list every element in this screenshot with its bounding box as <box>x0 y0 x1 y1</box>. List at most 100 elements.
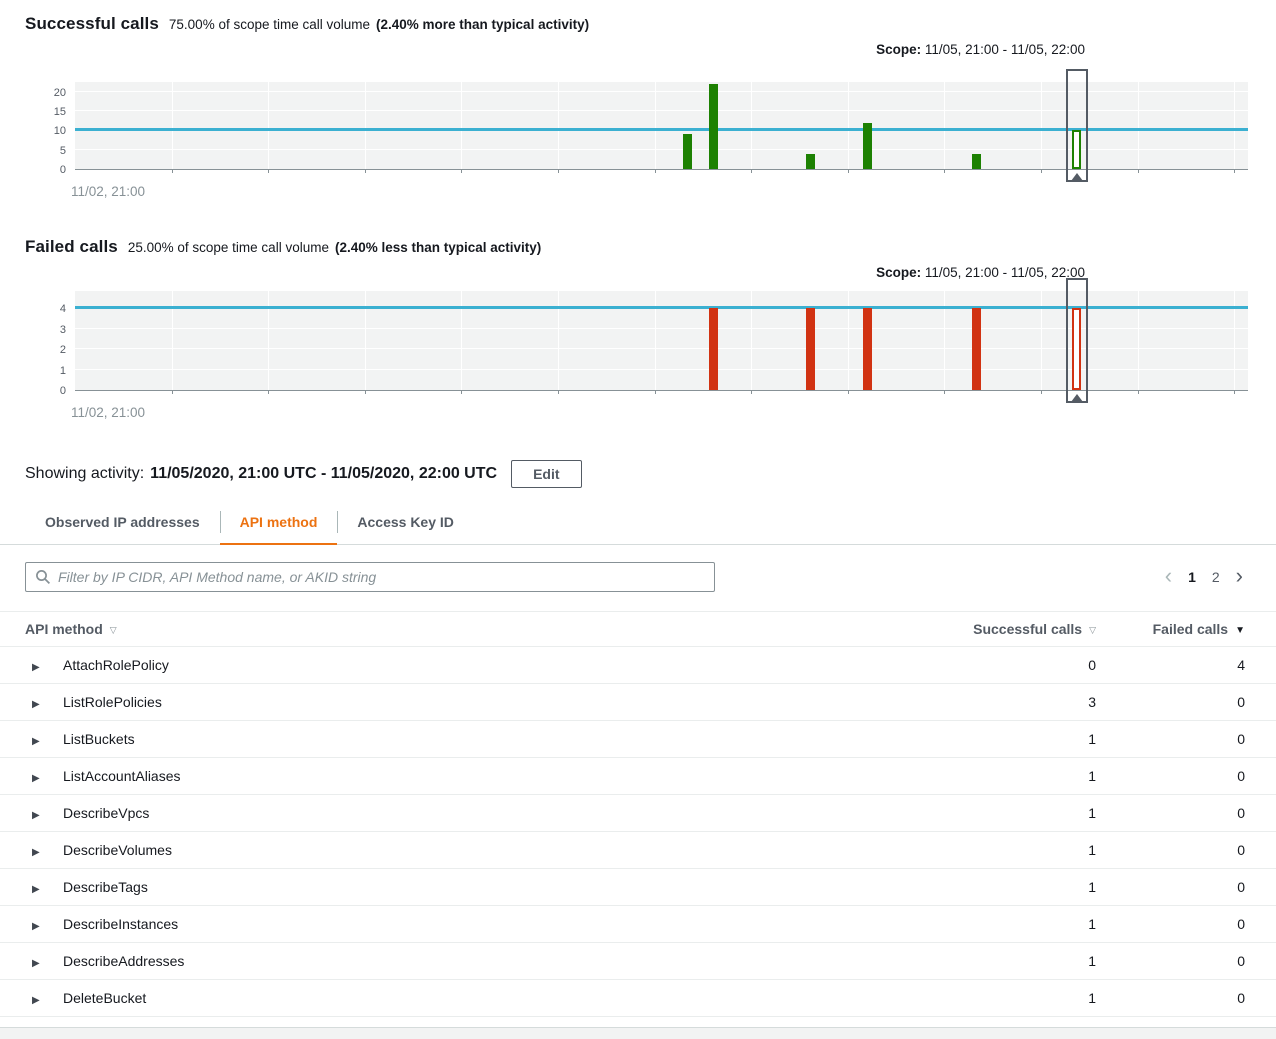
x-tick-mark <box>364 390 366 394</box>
successful-calls-bar[interactable] <box>806 153 816 169</box>
column-header-failed-calls[interactable]: Failed calls ▼ <box>1096 611 1276 647</box>
api-method-name[interactable]: DescribeAddresses <box>63 942 916 980</box>
page-2-button[interactable]: 2 <box>1211 569 1220 585</box>
successful-calls-bar[interactable] <box>862 122 872 169</box>
tab-api-method[interactable]: API method <box>219 500 338 545</box>
api-method-name[interactable]: DescribeVpcs <box>63 794 916 832</box>
expand-row-icon[interactable]: ▶ <box>32 884 40 895</box>
y-tick-label: 20 <box>53 86 66 99</box>
column-header-api-method[interactable]: API method ▽ <box>0 611 916 647</box>
table-row: ▶ DescribeVolumes 1 0 <box>0 831 1276 869</box>
successful-x-axis-start-label: 11/02, 21:00 <box>71 184 146 199</box>
expand-row-icon[interactable]: ▶ <box>32 995 40 1006</box>
showing-activity-label: Showing activity: <box>25 465 145 482</box>
y-tick-label: 1 <box>59 364 66 377</box>
vertical-gridline <box>1234 291 1236 390</box>
horizontal-gridline <box>75 90 1248 92</box>
page-1-button[interactable]: 1 <box>1188 569 1196 585</box>
table-toolbar: ‹ 1 2 › <box>0 545 1276 611</box>
successful-calls-chart: 0 5 10 15 20 <box>25 69 1248 182</box>
column-header-successful-calls[interactable]: Successful calls ▽ <box>916 611 1096 647</box>
tab-observed-ip-addresses[interactable]: Observed IP addresses <box>25 500 220 544</box>
api-method-name[interactable]: DeleteBucket <box>63 979 916 1017</box>
successful-scope-label: Scope: 11/05, 21:00 - 11/05, 22:00 <box>25 42 1248 57</box>
filter-input[interactable] <box>58 569 705 585</box>
vertical-gridline <box>1234 82 1236 169</box>
expand-row-icon[interactable]: ▶ <box>32 662 40 673</box>
filter-box <box>25 562 715 592</box>
api-method-name[interactable]: DescribeTags <box>63 868 916 906</box>
failed-calls-value: 0 <box>1096 683 1276 721</box>
scope-selection-box[interactable] <box>1065 69 1088 182</box>
table-row: ▶ AttachRolePolicy 0 4 <box>0 646 1276 684</box>
expand-row-icon[interactable]: ▶ <box>32 958 40 969</box>
x-tick-mark <box>944 169 946 173</box>
vertical-gridline <box>847 291 849 390</box>
next-page-button[interactable]: › <box>1235 563 1243 588</box>
expand-row-icon[interactable]: ▶ <box>32 773 40 784</box>
successful-calls-bar[interactable] <box>971 153 981 169</box>
failed-calls-value: 0 <box>1096 905 1276 943</box>
failed-calls-section: Failed calls 25.00% of scope time call v… <box>25 223 1248 420</box>
failed-calls-scope-bar[interactable] <box>1072 308 1082 390</box>
api-method-name[interactable]: ListAccountAliases <box>63 757 916 795</box>
failed-scope-label: Scope: 11/05, 21:00 - 11/05, 22:00 <box>25 265 1248 280</box>
edit-scope-time-button[interactable]: Edit <box>511 460 582 488</box>
successful-calls-scope-bar[interactable] <box>1072 130 1082 169</box>
vertical-gridline <box>847 82 849 169</box>
failed-calls-value: 0 <box>1096 720 1276 758</box>
api-method-name[interactable]: DescribeInstances <box>63 905 916 943</box>
successful-calls-value: 1 <box>916 831 1096 869</box>
horizontal-gridline <box>75 148 1248 150</box>
failed-calls-value: 0 <box>1096 794 1276 832</box>
failed-calls-bar[interactable] <box>862 308 872 390</box>
scope-prefix: Scope: <box>876 265 922 280</box>
vertical-gridline <box>944 291 946 390</box>
tab-label: Access Key ID <box>357 514 454 530</box>
api-method-name[interactable]: ListBuckets <box>63 720 916 758</box>
expand-cell: ▶ <box>0 794 63 832</box>
successful-calls-section: Successful calls 75.00% of scope time ca… <box>25 0 1248 199</box>
api-method-name[interactable]: ListRolePolicies <box>63 683 916 721</box>
expand-row-icon[interactable]: ▶ <box>32 736 40 747</box>
vertical-gridline <box>364 82 366 169</box>
activity-time-range: 11/05/2020, 21:00 UTC - 11/05/2020, 22:0… <box>150 465 498 482</box>
horizontal-gridline <box>75 110 1248 111</box>
successful-calls-plot-area[interactable] <box>75 69 1248 182</box>
expand-row-icon[interactable]: ▶ <box>32 847 40 858</box>
failed-calls-bar[interactable] <box>971 308 981 390</box>
successful-calls-y-axis: 0 5 10 15 20 <box>25 82 75 176</box>
failed-x-axis-start-label: 11/02, 21:00 <box>71 405 146 420</box>
x-tick-mark <box>268 169 270 173</box>
tab-access-key-id[interactable]: Access Key ID <box>337 500 474 544</box>
x-tick-mark <box>1234 390 1236 394</box>
api-method-name[interactable]: DescribeVolumes <box>63 831 916 869</box>
scope-selection-box[interactable] <box>1065 278 1088 403</box>
expand-row-icon[interactable]: ▶ <box>32 921 40 932</box>
failed-calls-chart: 0 1 2 3 4 <box>25 278 1248 403</box>
x-tick-mark <box>1234 169 1236 173</box>
x-tick-mark <box>171 169 173 173</box>
successful-calls-bar[interactable] <box>709 83 719 169</box>
failed-calls-bar[interactable] <box>806 308 816 390</box>
expand-row-icon[interactable]: ▶ <box>32 810 40 821</box>
column-label: Successful calls <box>973 621 1083 637</box>
y-tick-label: 3 <box>59 323 66 336</box>
y-tick-label: 0 <box>59 164 66 176</box>
tab-bar: Observed IP addresses API method Access … <box>0 500 1276 545</box>
x-tick-mark <box>1137 169 1139 173</box>
y-tick-label: 0 <box>59 385 66 397</box>
previous-page-button[interactable]: ‹ <box>1164 563 1173 588</box>
api-method-name[interactable]: AttachRolePolicy <box>63 646 916 684</box>
failed-calls-bar[interactable] <box>709 308 719 390</box>
horizontal-gridline <box>75 368 1248 370</box>
vertical-gridline <box>461 291 463 390</box>
search-icon <box>36 570 51 585</box>
vertical-gridline <box>268 82 270 169</box>
successful-calls-value: 0 <box>916 646 1096 684</box>
successful-calls-bar[interactable] <box>683 134 693 169</box>
failed-calls-y-axis: 0 1 2 3 4 <box>25 291 75 397</box>
failed-calls-plot-area[interactable] <box>75 278 1248 403</box>
expand-row-icon[interactable]: ▶ <box>32 699 40 710</box>
